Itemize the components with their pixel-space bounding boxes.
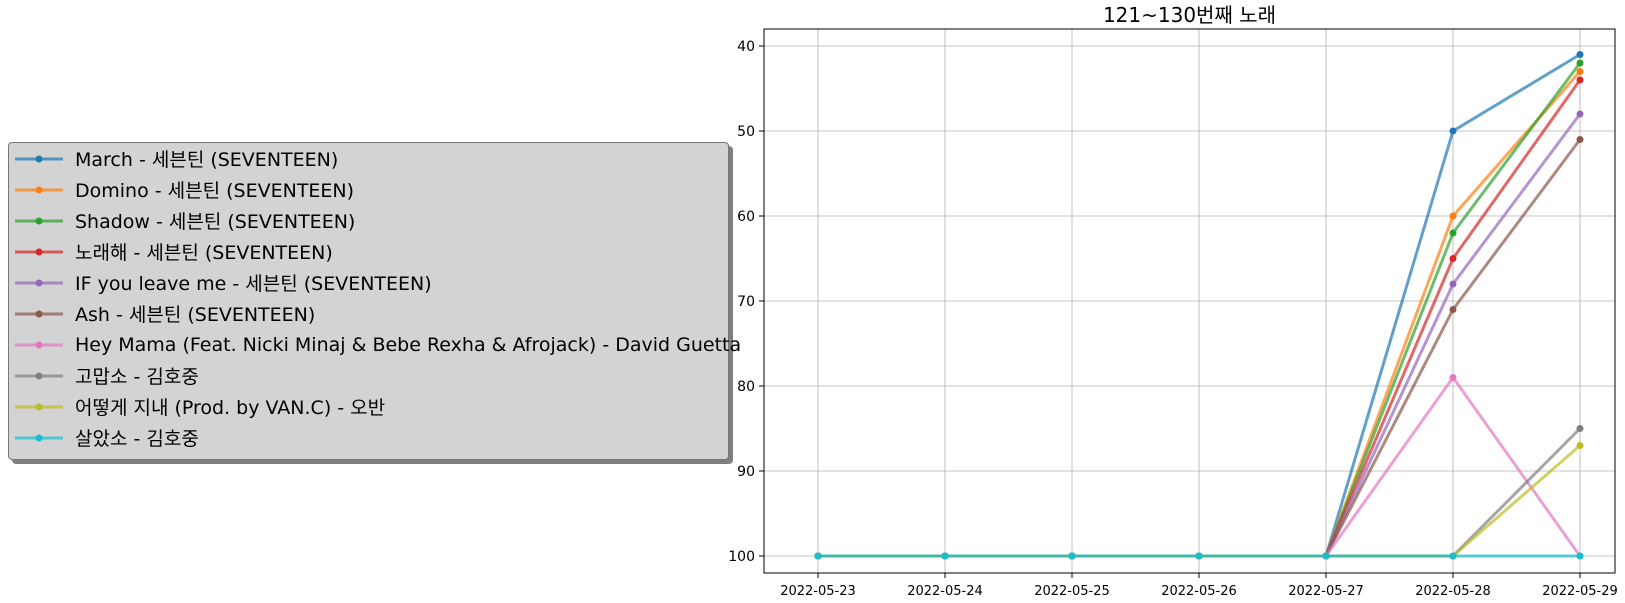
series-layer xyxy=(814,51,1584,560)
legend-swatch xyxy=(15,248,63,255)
data-point xyxy=(1576,136,1584,143)
legend-item: 살았소 - 김호중 xyxy=(13,422,199,453)
legend-label: 노래해 - 세븐틴 (SEVENTEEN) xyxy=(75,242,333,264)
data-point xyxy=(1576,425,1584,432)
legend-item: Shadow - 세븐틴 (SEVENTEEN) xyxy=(13,205,355,236)
data-point xyxy=(1576,68,1584,75)
legend-item: IF you leave me - 세븐틴 (SEVENTEEN) xyxy=(13,267,432,298)
data-point xyxy=(1449,552,1457,560)
legend-label: Domino - 세븐틴 (SEVENTEEN) xyxy=(75,180,355,202)
data-point xyxy=(1449,212,1457,220)
series-9 xyxy=(814,552,1584,560)
y-tick-label: 70 xyxy=(737,294,755,310)
chart-legend: March - 세븐틴 (SEVENTEEN) Domino - 세븐틴 (SEV… xyxy=(8,142,741,460)
x-tick-label: 2022-05-24 xyxy=(907,584,983,599)
legend-item: 고맙소 - 김호중 xyxy=(13,360,199,391)
legend-label: 어떻게 지내 (Prod. by VAN.C) - 오반 xyxy=(75,397,386,419)
data-point xyxy=(1449,229,1457,237)
legend-item: Domino - 세븐틴 (SEVENTEEN) xyxy=(13,174,354,205)
legend-label: March - 세븐틴 (SEVENTEEN) xyxy=(75,149,339,171)
x-tick-label: 2022-05-28 xyxy=(1415,584,1491,599)
y-tick-label: 60 xyxy=(737,209,755,225)
x-tick-label: 2022-05-23 xyxy=(780,584,856,599)
legend-label: Shadow - 세븐틴 (SEVENTEEN) xyxy=(75,211,356,233)
legend-item: Hey Mama (Feat. Nicki Minaj & Bebe Rexha… xyxy=(13,329,741,360)
legend-item: March - 세븐틴 (SEVENTEEN) xyxy=(13,143,338,174)
legend-swatch xyxy=(15,155,63,162)
legend-swatch xyxy=(15,372,63,379)
y-tick-label: 90 xyxy=(737,464,755,480)
legend-swatch xyxy=(15,279,63,286)
legend-swatch xyxy=(15,186,63,193)
x-tick-label: 2022-05-26 xyxy=(1161,584,1237,599)
data-point xyxy=(1449,255,1457,262)
legend-swatch xyxy=(15,310,63,317)
data-point xyxy=(1449,280,1457,288)
chart-title: 121~130번째 노래 xyxy=(1103,3,1276,27)
legend-swatch xyxy=(15,341,63,348)
data-point xyxy=(1576,76,1584,84)
legend-swatch xyxy=(15,217,63,224)
data-point xyxy=(1576,552,1584,560)
data-point xyxy=(1576,110,1584,118)
legend-label: Hey Mama (Feat. Nicki Minaj & Bebe Rexha… xyxy=(75,333,742,356)
data-point xyxy=(1576,442,1584,449)
legend-swatch xyxy=(15,403,63,410)
legend-item: 어떻게 지내 (Prod. by VAN.C) - 오반 xyxy=(13,391,385,422)
legend-item: Ash - 세븐틴 (SEVENTEEN) xyxy=(13,298,315,329)
data-point xyxy=(1068,552,1076,560)
legend-swatch xyxy=(15,434,63,441)
y-tick-label: 100 xyxy=(728,549,755,565)
legend-label: 고맙소 - 김호중 xyxy=(75,366,199,388)
y-tick-label: 80 xyxy=(737,379,755,395)
data-point xyxy=(1576,59,1584,67)
x-tick-label: 2022-05-27 xyxy=(1288,584,1364,599)
data-point xyxy=(1449,374,1457,381)
data-point xyxy=(1449,306,1457,313)
data-point xyxy=(814,552,822,560)
legend-item: 노래해 - 세븐틴 (SEVENTEEN) xyxy=(13,236,333,267)
data-point xyxy=(1322,552,1330,560)
y-tick-label: 40 xyxy=(737,39,755,55)
data-point xyxy=(1195,552,1203,560)
legend-label: Ash - 세븐틴 (SEVENTEEN) xyxy=(75,304,316,326)
axis-ticks: 2022-05-23 2022-05-24 2022-05-25 2022-05-26… xyxy=(728,39,1618,599)
data-point xyxy=(1576,51,1584,58)
legend-label: IF you leave me - 세븐틴 (SEVENTEEN) xyxy=(75,273,432,295)
legend-label: 살았소 - 김호중 xyxy=(75,428,199,450)
x-tick-label: 2022-05-25 xyxy=(1034,584,1110,599)
data-point xyxy=(941,552,949,560)
x-tick-label: 2022-05-29 xyxy=(1542,584,1618,599)
y-tick-label: 50 xyxy=(737,124,755,140)
data-point xyxy=(1449,127,1457,135)
